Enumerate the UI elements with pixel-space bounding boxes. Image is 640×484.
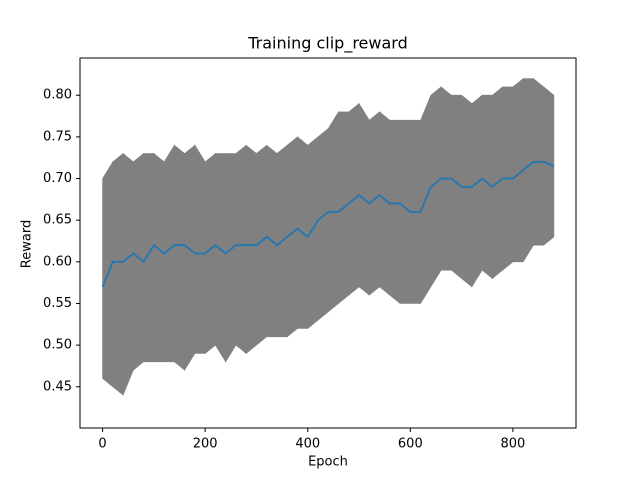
band-segment (163, 144, 175, 363)
plot-frame (79, 57, 577, 429)
x-tick-label: 600 (398, 437, 423, 452)
band-segment (245, 144, 257, 355)
band-segment (471, 94, 483, 288)
band-segment (543, 86, 555, 246)
band-segment (389, 119, 401, 305)
band-segment (368, 111, 380, 296)
y-tick-label: 0.75 (43, 129, 72, 144)
band-segment (215, 153, 226, 363)
y-tick-label: 0.80 (43, 88, 72, 103)
band-segment (194, 144, 206, 354)
band-segment (204, 152, 216, 355)
band-segment (430, 86, 442, 288)
band-segment (379, 111, 391, 296)
y-axis-label: Reward (20, 220, 35, 268)
band-segment (256, 144, 268, 346)
band-segment (153, 152, 165, 363)
x-axis-label: Epoch (308, 455, 348, 470)
x-tick-label: 800 (500, 437, 525, 452)
band-segment (286, 136, 298, 338)
band-segment (399, 119, 411, 304)
band-segment (461, 94, 473, 288)
y-tick-label: 0.50 (43, 338, 72, 353)
x-tick-label: 400 (295, 437, 320, 452)
line (101, 160, 555, 288)
y-tick-label: 0.60 (43, 254, 72, 269)
band-segment (174, 144, 185, 371)
band-segment (512, 77, 524, 263)
band-segment (481, 94, 493, 280)
band-segment (184, 144, 196, 372)
y-tick-label: 0.65 (43, 213, 72, 228)
band-segment (133, 152, 144, 371)
y-tick-label: 0.55 (43, 296, 72, 311)
band-segment (451, 94, 462, 280)
band-segment (112, 152, 124, 396)
x-tick-label: 0 (98, 437, 106, 452)
band-segment (235, 144, 247, 355)
y-tick-label: 0.45 (43, 379, 72, 394)
band-segment (317, 127, 329, 321)
band-segment (522, 78, 534, 263)
chart-title: Training clip_reward (247, 34, 407, 54)
band-segment (225, 153, 237, 363)
y-tick-label: 0.70 (43, 171, 72, 186)
x-tick-label: 200 (193, 437, 218, 452)
band-segment (122, 152, 134, 396)
